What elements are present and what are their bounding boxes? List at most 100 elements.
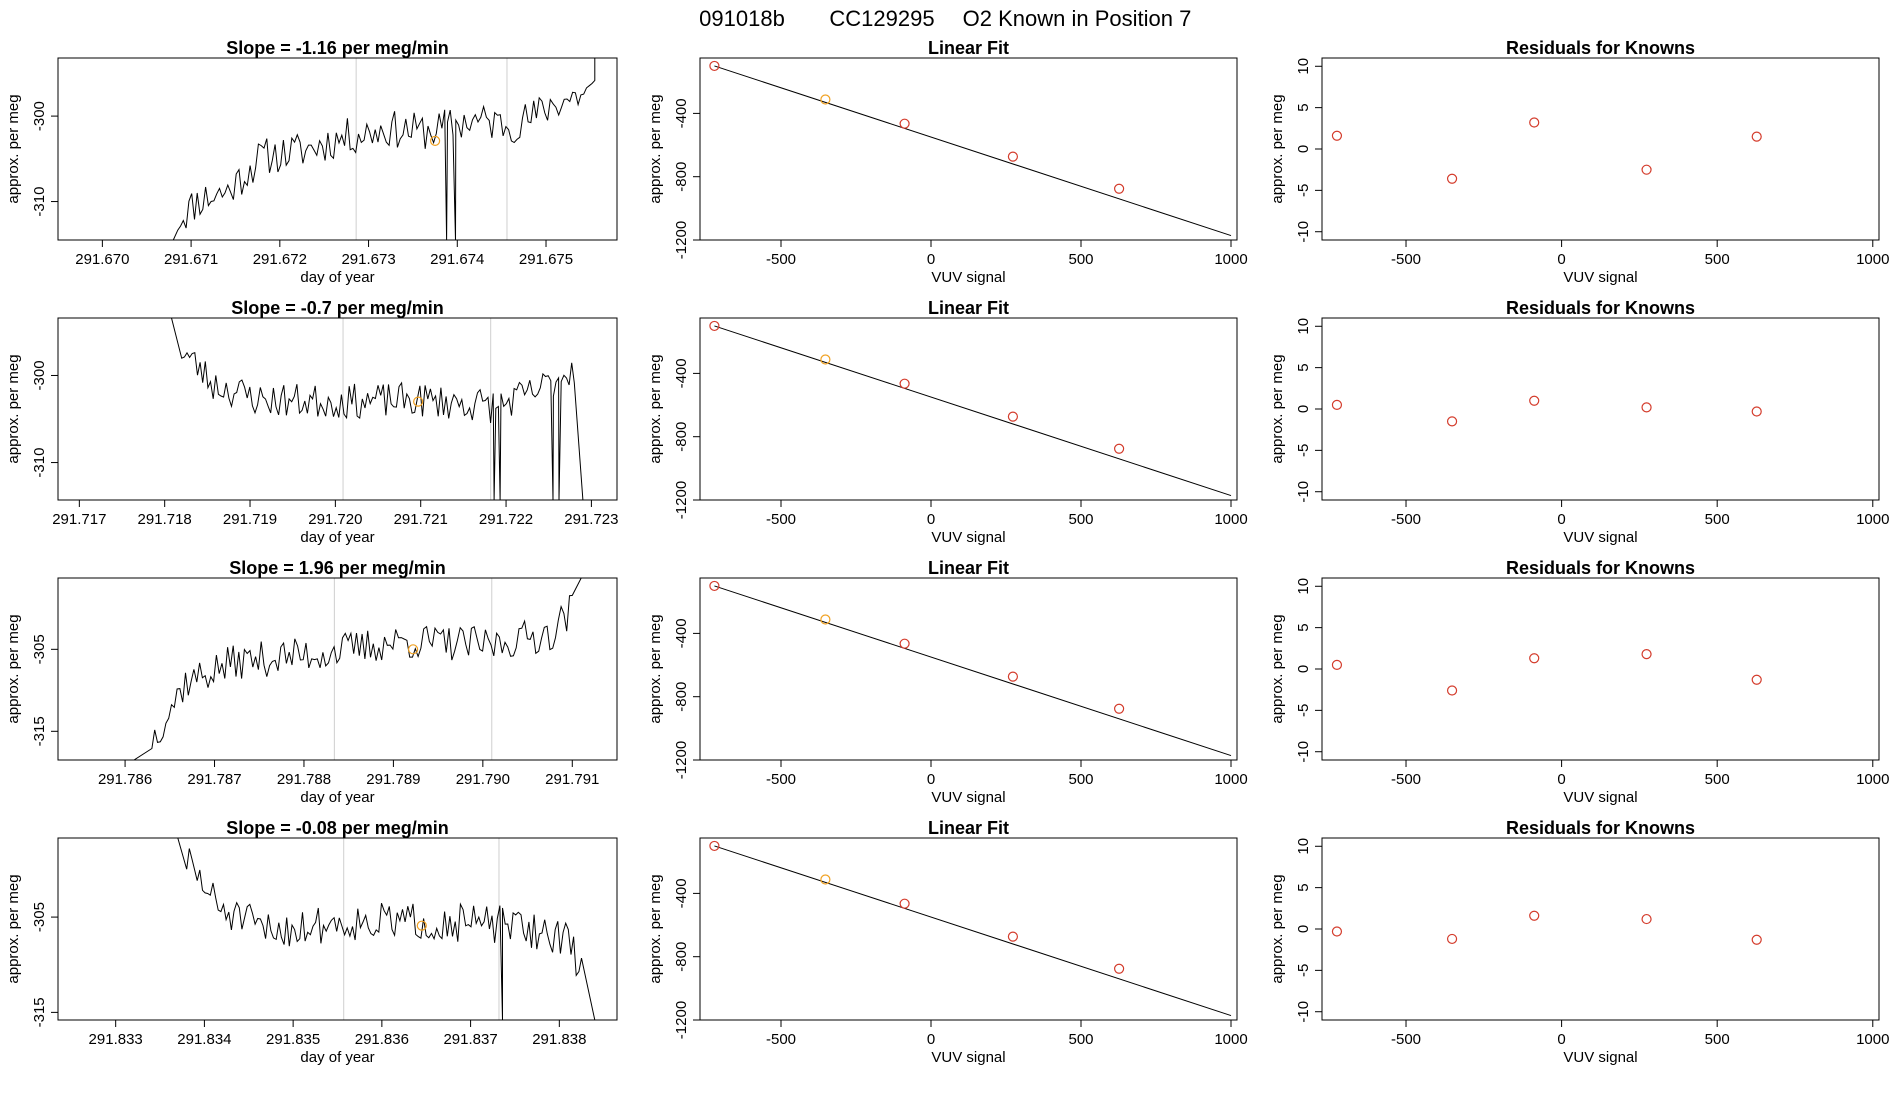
r1-trace-trace-line: [172, 58, 596, 240]
r1-resid-point-2: [1529, 117, 1540, 128]
r2-trace-xtick-label-3: 291.720: [308, 511, 362, 528]
r1-fit-xtick-label-1: 0: [927, 251, 935, 268]
r4-trace-plot-area: [177, 838, 596, 1020]
r1-fit-ylabel: approx. per meg: [647, 94, 664, 203]
r4-resid-plot-area: [1331, 910, 1762, 945]
r3-trace-panel: Slope = 1.96 per meg/min 291.786 291.787 29…: [5, 558, 618, 806]
r4-trace-ytick-label-0: -305: [31, 902, 48, 932]
r2-resid-ytick-label-1: 5: [1295, 363, 1312, 371]
r4-fit-point-3: [1007, 931, 1019, 942]
r4-fit-ytick-label-0: -400: [673, 878, 690, 908]
r1-resid-xtick-label-3: 1000: [1856, 251, 1889, 268]
r2-resid-panel: Residuals for Knowns -500 0 500 1000 10 5 0 -5 -1…: [1269, 298, 1889, 546]
r3-resid-xtick-label-2: 500: [1705, 771, 1730, 788]
r3-resid-ytick-label-3: -5: [1295, 704, 1312, 717]
r2-fit-xtick-label-3: 1000: [1214, 511, 1247, 528]
r3-resid-xtick-label-1: 0: [1557, 771, 1565, 788]
r1-trace-plot-area: [172, 58, 596, 240]
r1-trace-xlabel: day of year: [300, 269, 374, 286]
r2-fit-ytick-label-0: -400: [673, 358, 690, 388]
r2-trace-xtick-label-0: 291.717: [52, 511, 106, 528]
r1-resid-plot-area: [1331, 117, 1762, 184]
r4-fit-xlabel: VUV signal: [931, 1049, 1005, 1066]
r4-resid-title: Residuals for Knowns: [1506, 818, 1695, 838]
r3-fit-fit-line: [714, 585, 1232, 757]
r1-fit-plot-area: [709, 60, 1232, 237]
r1-resid-xlabel: VUV signal: [1563, 269, 1637, 286]
r4-trace-frame: [57, 837, 618, 1021]
r4-fit-xtick-label-1: 0: [927, 1031, 935, 1048]
r4-resid-xtick-label-1: 0: [1557, 1031, 1565, 1048]
r4-fit-ytick-label-1: -800: [673, 942, 690, 972]
r4-resid-ytick-label-2: 0: [1295, 925, 1312, 933]
r4-resid-xtick-label-3: 1000: [1856, 1031, 1889, 1048]
r3-fit-point-0: [709, 580, 720, 592]
r1-trace-xtick-label-4: 291.674: [430, 251, 484, 268]
r2-trace-trace-line: [171, 318, 584, 500]
r2-trace-plot-area: [171, 318, 584, 500]
r2-fit-point-3: [1007, 411, 1019, 422]
r2-fit-xtick-label-1: 0: [927, 511, 935, 528]
r3-fit-point-2: [899, 638, 910, 649]
r1-fit-title: Linear Fit: [928, 38, 1009, 58]
r4-fit-ylabel: approx. per meg: [647, 874, 664, 983]
r1-fit-frame: [699, 57, 1238, 241]
r3-trace-frame: [57, 577, 618, 761]
r1-fit-point-4: [1113, 183, 1125, 194]
r4-fit-xtick-label-0: -500: [766, 1031, 796, 1048]
r2-fit-frame: [699, 317, 1238, 501]
r2-fit-point-1: [820, 354, 831, 365]
r2-resid-xtick-label-1: 0: [1557, 511, 1565, 528]
r1-fit-xtick-label-0: -500: [766, 251, 796, 268]
figure-title-run: 091018b: [699, 6, 785, 31]
r3-fit-xtick-label-0: -500: [766, 771, 796, 788]
r1-trace-xtick-label-2: 291.672: [253, 251, 307, 268]
r2-resid-xtick-label-0: -500: [1391, 511, 1421, 528]
r4-resid-point-1: [1446, 933, 1458, 945]
r2-trace-xtick-label-5: 291.722: [479, 511, 533, 528]
r2-fit-title: Linear Fit: [928, 298, 1009, 318]
r4-trace-trace-line: [177, 838, 596, 1020]
r3-trace-xtick-label-2: 291.788: [277, 771, 331, 788]
r2-resid-xtick-label-3: 1000: [1856, 511, 1889, 528]
r1-fit-ytick-label-0: -400: [673, 98, 690, 128]
r4-resid-panel: Residuals for Knowns -500 0 500 1000 10 5 0 -5 -1…: [1269, 818, 1889, 1066]
r2-resid-ytick-label-2: 0: [1295, 405, 1312, 413]
r2-fit-point-4: [1113, 443, 1125, 454]
r3-trace-sample-marker: [407, 644, 419, 655]
r4-trace-ytick-label-1: -315: [31, 997, 48, 1027]
r1-resid-ytick-label-1: 5: [1295, 103, 1312, 111]
r2-resid-point-3: [1641, 402, 1652, 413]
r4-trace-xtick-label-1: 291.834: [177, 1031, 231, 1048]
r4-trace-xtick-label-4: 291.837: [443, 1031, 497, 1048]
r3-fit-point-3: [1007, 671, 1019, 682]
r2-fit-plot-area: [709, 320, 1232, 497]
r4-resid-ylabel: approx. per meg: [1269, 874, 1286, 983]
r4-fit-title: Linear Fit: [928, 818, 1009, 838]
r1-trace-xtick-label-3: 291.673: [341, 251, 395, 268]
r4-trace-sample-marker: [416, 920, 427, 931]
r2-trace-xtick-label-6: 291.723: [564, 511, 618, 528]
r2-resid-ytick-label-3: -5: [1295, 444, 1312, 457]
r1-resid-point-3: [1641, 164, 1652, 175]
r3-resid-panel: Residuals for Knowns -500 0 500 1000 10 5 0 -5 -1…: [1269, 558, 1889, 806]
r1-fit-point-0: [709, 60, 720, 72]
r1-fit-ytick-label-1: -800: [673, 162, 690, 192]
r2-trace-xtick-label-1: 291.718: [138, 511, 192, 528]
r3-trace-ylabel: approx. per meg: [5, 614, 22, 723]
r1-resid-frame: [1321, 57, 1880, 241]
r4-trace-xtick-label-0: 291.833: [89, 1031, 143, 1048]
r3-resid-ytick-label-4: -10: [1295, 741, 1312, 763]
r3-trace-plot-area: [133, 578, 582, 760]
r1-resid-panel: Residuals for Knowns -500 0 500 1000 10 5 0 -5 -1…: [1269, 38, 1889, 286]
r2-fit-panel: Linear Fit -500 0 500 1000 -400 -800 -1200 VUV s…: [647, 298, 1248, 546]
r4-fit-plot-area: [709, 840, 1232, 1017]
r4-resid-point-0: [1331, 926, 1343, 937]
r4-fit-point-4: [1113, 963, 1125, 974]
r4-resid-ytick-label-1: 5: [1295, 883, 1312, 891]
r2-resid-xtick-label-2: 500: [1705, 511, 1730, 528]
r3-resid-plot-area: [1331, 649, 1762, 696]
r4-resid-point-3: [1641, 913, 1652, 925]
r1-resid-ytick-label-3: -5: [1295, 184, 1312, 197]
r4-fit-fit-line: [714, 845, 1232, 1017]
